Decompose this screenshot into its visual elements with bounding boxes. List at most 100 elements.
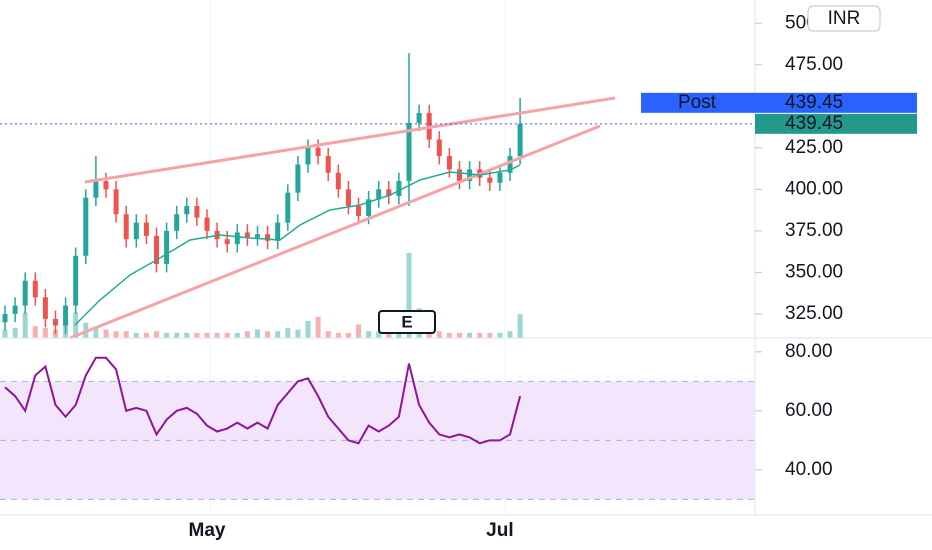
candle-body [255, 234, 260, 238]
candle-body [42, 297, 48, 319]
candle-body [103, 181, 109, 190]
volume-bar [154, 331, 159, 338]
post-price: 439.45 [785, 92, 843, 113]
candle-body [305, 147, 311, 165]
volume-bar [305, 321, 311, 338]
last-price-box [755, 113, 917, 134]
volume-bar [345, 332, 351, 338]
volume-bar [184, 332, 190, 338]
volume-bar [295, 329, 301, 338]
volume-bar [32, 326, 38, 338]
y-tick-label: 425.00 [785, 137, 843, 158]
candle-body [416, 112, 422, 123]
volume-bar [224, 332, 230, 338]
candle-body [335, 172, 341, 190]
volume-bar [335, 332, 341, 338]
last-price: 439.45 [785, 113, 843, 134]
candle-body [497, 172, 503, 183]
volume-bar [133, 332, 139, 338]
candle-body [154, 235, 159, 265]
candle-body [73, 255, 79, 306]
candle-body [194, 205, 200, 218]
volume-bar [356, 324, 361, 338]
trend-line [84, 96, 616, 184]
candle-body [244, 232, 250, 238]
candle-body [315, 147, 321, 157]
currency-box[interactable] [807, 5, 881, 32]
candle-body [32, 280, 38, 298]
volume-bar [406, 253, 412, 338]
candle-body [113, 189, 119, 215]
candle-body [325, 156, 331, 173]
y-tick-label: 325.00 [785, 303, 843, 324]
volume-bar [103, 329, 109, 338]
candle-body [53, 318, 58, 326]
currency: INR [828, 8, 861, 29]
volume-bar [497, 332, 503, 338]
candle-body [446, 156, 452, 170]
candle-body [366, 199, 372, 216]
rsi-line [4, 356, 522, 445]
x-tick-label: May [189, 520, 226, 541]
candle-body [517, 123, 523, 157]
trend-line [69, 124, 601, 340]
volume-bar [22, 312, 28, 338]
candle-body [63, 305, 69, 326]
candle-body [356, 205, 361, 216]
volume-bar [477, 332, 483, 338]
candle-body [345, 189, 351, 206]
y-tick-label: 400.00 [785, 178, 843, 199]
candle-body [467, 169, 473, 182]
volume-bar [517, 314, 523, 338]
candle-body [123, 214, 129, 240]
candle-body [93, 181, 99, 198]
volume-bar [436, 331, 442, 338]
y-tick-label: 475.00 [785, 54, 843, 75]
post-label: Post [678, 92, 717, 113]
candle-body [507, 156, 513, 173]
volume-bar [487, 332, 493, 338]
candle-body [2, 313, 8, 323]
moving-average [74, 164, 521, 326]
volume-bar [446, 332, 452, 338]
volume-bar [244, 331, 250, 338]
y-tick-label: 80.00 [785, 341, 833, 362]
candle-body [275, 222, 281, 241]
candle-body [487, 177, 493, 183]
y-tick-label: 350.00 [785, 261, 843, 282]
candle-body [295, 164, 301, 193]
candle-body [386, 189, 392, 196]
post-price-box [755, 92, 917, 113]
candle-body [22, 280, 28, 306]
volume-bar [12, 327, 18, 338]
post-box [641, 92, 755, 113]
volume-bar [507, 331, 513, 338]
candle-body [234, 232, 240, 245]
earnings-label: E [401, 312, 412, 331]
volume-bar [143, 332, 149, 338]
volume-bar [366, 331, 372, 338]
volume-bar [315, 316, 321, 338]
volume-bar [214, 332, 220, 338]
earnings-box[interactable] [378, 310, 436, 334]
candle-body [143, 222, 149, 236]
y-tick-label: 60.00 [785, 400, 833, 421]
volume-bar [174, 332, 180, 338]
candle-body [83, 197, 89, 256]
candle-body [406, 122, 412, 182]
volume-bar [164, 332, 170, 338]
volume-bar [275, 331, 281, 338]
volume-bar [376, 331, 382, 338]
candle-body [265, 234, 271, 241]
volume-bar [2, 329, 8, 338]
volume-bar [457, 332, 462, 338]
x-tick-label: Jul [486, 520, 513, 541]
candle-body [164, 230, 170, 265]
volume-bar [194, 332, 200, 338]
y-tick-label: 375.00 [785, 220, 843, 241]
volume-bar [204, 332, 210, 338]
volume-bar [123, 331, 129, 338]
y-tick-label: 40.00 [785, 459, 833, 480]
volume-bar [285, 327, 291, 338]
